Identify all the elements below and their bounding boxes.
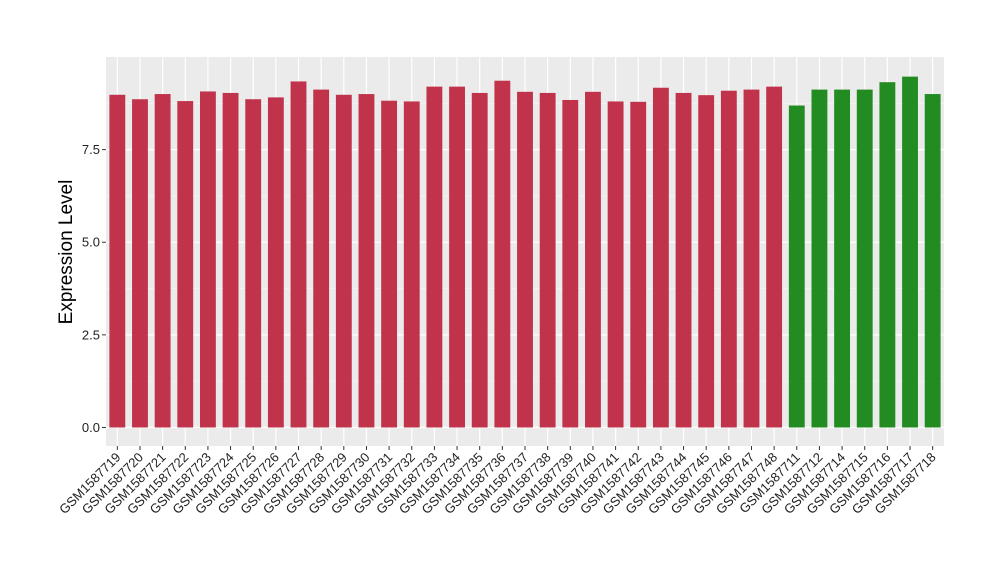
x-axis: GSM1587719GSM1587720GSM1587721GSM1587722… bbox=[56, 446, 939, 517]
bar bbox=[743, 89, 760, 428]
bar bbox=[834, 89, 851, 428]
y-tick-label: 7.5 bbox=[82, 142, 100, 157]
bar bbox=[177, 101, 194, 428]
bar bbox=[788, 105, 805, 428]
bar bbox=[675, 92, 692, 428]
bars bbox=[109, 76, 941, 428]
bar bbox=[720, 90, 737, 428]
bar bbox=[109, 94, 126, 428]
y-axis-label: Expression Level bbox=[56, 180, 77, 325]
y-tick-label: 5.0 bbox=[82, 235, 100, 250]
bar bbox=[494, 80, 511, 428]
bar bbox=[313, 89, 330, 428]
bar bbox=[449, 86, 465, 428]
bar bbox=[426, 86, 443, 428]
bar bbox=[630, 101, 647, 428]
bar bbox=[290, 81, 307, 428]
bar bbox=[358, 94, 375, 428]
bar bbox=[267, 97, 284, 428]
bar bbox=[924, 94, 941, 428]
bar bbox=[471, 92, 488, 428]
bar bbox=[199, 91, 216, 428]
bar bbox=[607, 101, 624, 428]
bar bbox=[652, 87, 669, 428]
bar bbox=[698, 95, 715, 428]
bar bbox=[539, 92, 556, 428]
bar bbox=[879, 82, 896, 428]
bar bbox=[335, 94, 352, 428]
bar bbox=[517, 91, 533, 428]
bar bbox=[902, 76, 918, 428]
bar bbox=[856, 89, 873, 428]
bar bbox=[245, 99, 262, 428]
y-tick-label: 0.0 bbox=[82, 420, 100, 435]
bar bbox=[222, 92, 239, 428]
bar bbox=[132, 99, 148, 428]
bar bbox=[154, 94, 171, 428]
bar bbox=[403, 101, 420, 428]
bar bbox=[381, 100, 398, 428]
bar bbox=[562, 99, 579, 428]
y-tick-label: 2.5 bbox=[82, 327, 100, 342]
bar bbox=[766, 86, 783, 428]
bar bbox=[585, 91, 601, 428]
bar bbox=[811, 89, 828, 428]
y-axis: 0.0 2.5 5.0 7.5 bbox=[82, 142, 106, 435]
